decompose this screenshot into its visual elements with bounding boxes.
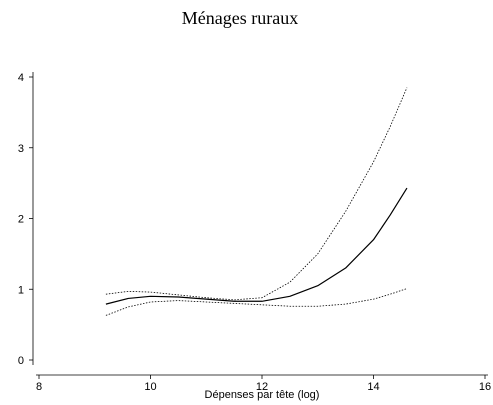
chart-title: Ménages ruraux bbox=[182, 8, 298, 28]
x-tick-label: 12 bbox=[256, 381, 268, 393]
x-axis-label: Dépenses par tête (log) bbox=[205, 389, 320, 401]
x-tick-label: 14 bbox=[367, 381, 379, 393]
x-tick-label: 10 bbox=[144, 381, 156, 393]
y-tick-label: 3 bbox=[18, 143, 24, 155]
x-tick-label: 8 bbox=[36, 381, 42, 393]
x-tick-label: 16 bbox=[479, 381, 491, 393]
series-line bbox=[105, 288, 408, 316]
series-line bbox=[105, 187, 408, 305]
y-tick-label: 0 bbox=[18, 355, 24, 367]
series-line bbox=[105, 87, 408, 301]
y-tick-label: 2 bbox=[18, 214, 24, 226]
y-tick-label: 4 bbox=[18, 72, 24, 84]
y-tick-label: 1 bbox=[18, 284, 24, 296]
